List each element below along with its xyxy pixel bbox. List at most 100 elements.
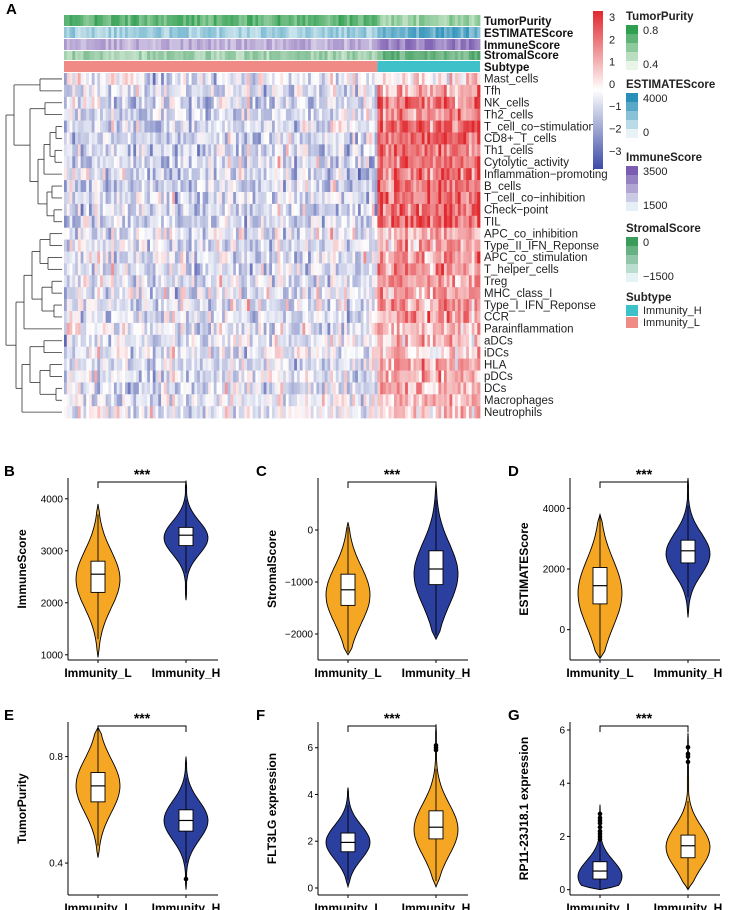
heatmap-cell bbox=[296, 215, 301, 228]
heatmap-cell bbox=[230, 108, 234, 121]
annotation-cell bbox=[144, 27, 148, 38]
heatmap-cell bbox=[69, 108, 73, 121]
heatmap-cell bbox=[418, 358, 423, 371]
heatmap-cell bbox=[283, 394, 287, 407]
heatmap-cell bbox=[235, 180, 240, 193]
heatmap-cell bbox=[260, 120, 265, 133]
heatmap-cell bbox=[377, 406, 381, 419]
heatmap-cell bbox=[155, 120, 159, 133]
heatmap-cell bbox=[138, 382, 143, 395]
heatmap-cell bbox=[172, 239, 176, 252]
heatmap-cell bbox=[305, 120, 309, 133]
heatmap-cell bbox=[136, 227, 140, 240]
annotation-cell bbox=[102, 27, 106, 38]
heatmap-cell bbox=[258, 370, 262, 383]
heatmap-cell bbox=[77, 299, 82, 312]
heatmap-cell bbox=[133, 251, 137, 264]
heatmap-cell bbox=[344, 180, 348, 193]
heatmap-cell bbox=[402, 108, 406, 121]
annotation-cell bbox=[125, 15, 129, 26]
heatmap-cell bbox=[463, 132, 467, 145]
heatmap-cell bbox=[247, 370, 251, 383]
heatmap-cell bbox=[371, 275, 376, 288]
heatmap-cell bbox=[238, 406, 242, 419]
heatmap-cell bbox=[407, 144, 412, 157]
heatmap-cell bbox=[119, 287, 123, 300]
heatmap-cell bbox=[86, 168, 90, 181]
heatmap-cell bbox=[394, 215, 398, 228]
heatmap-cell bbox=[452, 299, 456, 312]
heatmap-cell bbox=[430, 370, 434, 383]
heatmap-cell bbox=[260, 275, 265, 288]
heatmap-cell bbox=[161, 322, 165, 336]
heatmap-cell bbox=[83, 180, 87, 193]
heatmap-cell bbox=[249, 227, 253, 240]
heatmap-cell bbox=[266, 275, 270, 288]
heatmap-cell bbox=[64, 406, 68, 419]
heatmap-cell bbox=[213, 96, 217, 109]
annotation-cell bbox=[463, 51, 467, 60]
heatmap-cell bbox=[213, 406, 217, 419]
heatmap-cell bbox=[122, 334, 126, 347]
heatmap-cell bbox=[352, 96, 356, 109]
heatmap-cell bbox=[152, 275, 156, 288]
heatmap-cell bbox=[363, 287, 367, 300]
heatmap-cell bbox=[366, 180, 370, 193]
heatmap-cell bbox=[313, 168, 317, 181]
heatmap-cell bbox=[255, 322, 259, 336]
heatmap-cell bbox=[477, 215, 481, 228]
heatmap-cell bbox=[305, 358, 309, 371]
heatmap-cell bbox=[316, 215, 320, 228]
heatmap-cell bbox=[446, 370, 450, 383]
heatmap-cell bbox=[344, 120, 348, 133]
heatmap-cell bbox=[244, 168, 248, 181]
heatmap-cell bbox=[222, 132, 226, 145]
heatmap-cell bbox=[222, 287, 226, 300]
heatmap-cell bbox=[208, 370, 212, 383]
heatmap-cell bbox=[305, 132, 309, 145]
heatmap-cell bbox=[122, 168, 126, 181]
heatmap-cell bbox=[97, 322, 101, 336]
heatmap-cell bbox=[360, 346, 364, 359]
heatmap-cell bbox=[305, 382, 309, 395]
heatmap-cell bbox=[213, 192, 217, 205]
heatmap-cell bbox=[69, 132, 73, 145]
heatmap-cell bbox=[125, 96, 129, 109]
heatmap-cell bbox=[260, 287, 265, 300]
heatmap-cell bbox=[344, 215, 348, 228]
heatmap-cell bbox=[191, 322, 195, 336]
heatmap-cell bbox=[360, 358, 364, 371]
heatmap-cell bbox=[122, 251, 126, 264]
heatmap-cell bbox=[410, 263, 414, 276]
heatmap-cell bbox=[97, 299, 101, 312]
annotation-cell bbox=[466, 15, 470, 26]
heatmap-cell bbox=[302, 382, 306, 395]
heatmap-cell bbox=[344, 108, 348, 121]
heatmap-cell bbox=[466, 406, 470, 419]
heatmap-cell bbox=[471, 108, 475, 121]
heatmap-cell bbox=[388, 215, 392, 228]
heatmap-cell bbox=[316, 73, 320, 86]
heatmap-cell bbox=[169, 346, 173, 359]
heatmap-cell bbox=[224, 215, 229, 228]
heatmap-cell bbox=[283, 203, 287, 217]
heatmap-cell bbox=[255, 96, 259, 109]
heatmap-cell bbox=[413, 358, 417, 371]
heatmap-cell bbox=[455, 132, 459, 145]
annotation-cell bbox=[355, 39, 359, 50]
heatmap-cell bbox=[319, 203, 323, 217]
heatmap-cell bbox=[227, 370, 231, 383]
heatmap-cell bbox=[272, 96, 276, 109]
heatmap-cell bbox=[91, 322, 95, 336]
heatmap-cell bbox=[305, 263, 309, 276]
heatmap-cell bbox=[466, 358, 470, 371]
annotation-cell bbox=[316, 51, 320, 60]
heatmap-cell bbox=[249, 156, 253, 169]
heatmap-cell bbox=[457, 406, 461, 419]
heatmap-cell bbox=[141, 84, 145, 98]
heatmap-cell bbox=[283, 120, 287, 133]
heatmap-cell bbox=[338, 144, 342, 157]
heatmap-cell bbox=[66, 275, 70, 288]
heatmap-cell bbox=[333, 275, 337, 288]
heatmap-cell bbox=[421, 287, 425, 300]
